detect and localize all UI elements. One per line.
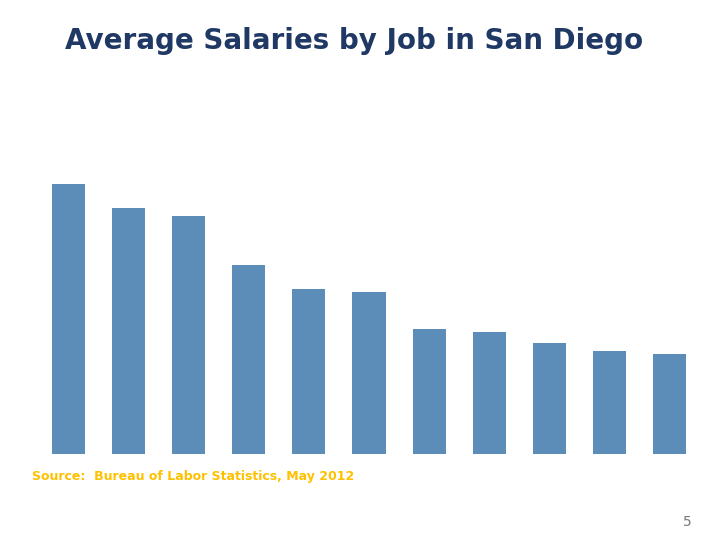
Text: Average Salaries by Job in San Diego: Average Salaries by Job in San Diego <box>65 27 643 55</box>
Bar <box>112 208 145 454</box>
Text: 5: 5 <box>683 515 691 529</box>
Bar <box>593 351 626 454</box>
Bar <box>533 343 566 454</box>
Bar <box>413 329 446 454</box>
Text: Source:  Bureau of Labor Statistics, May 2012: Source: Bureau of Labor Statistics, May … <box>32 470 355 483</box>
Bar <box>353 292 385 454</box>
Bar <box>233 265 265 454</box>
Bar <box>653 354 686 454</box>
Bar <box>172 216 205 454</box>
Bar <box>52 184 85 454</box>
Bar <box>473 332 505 454</box>
Bar <box>292 289 325 454</box>
